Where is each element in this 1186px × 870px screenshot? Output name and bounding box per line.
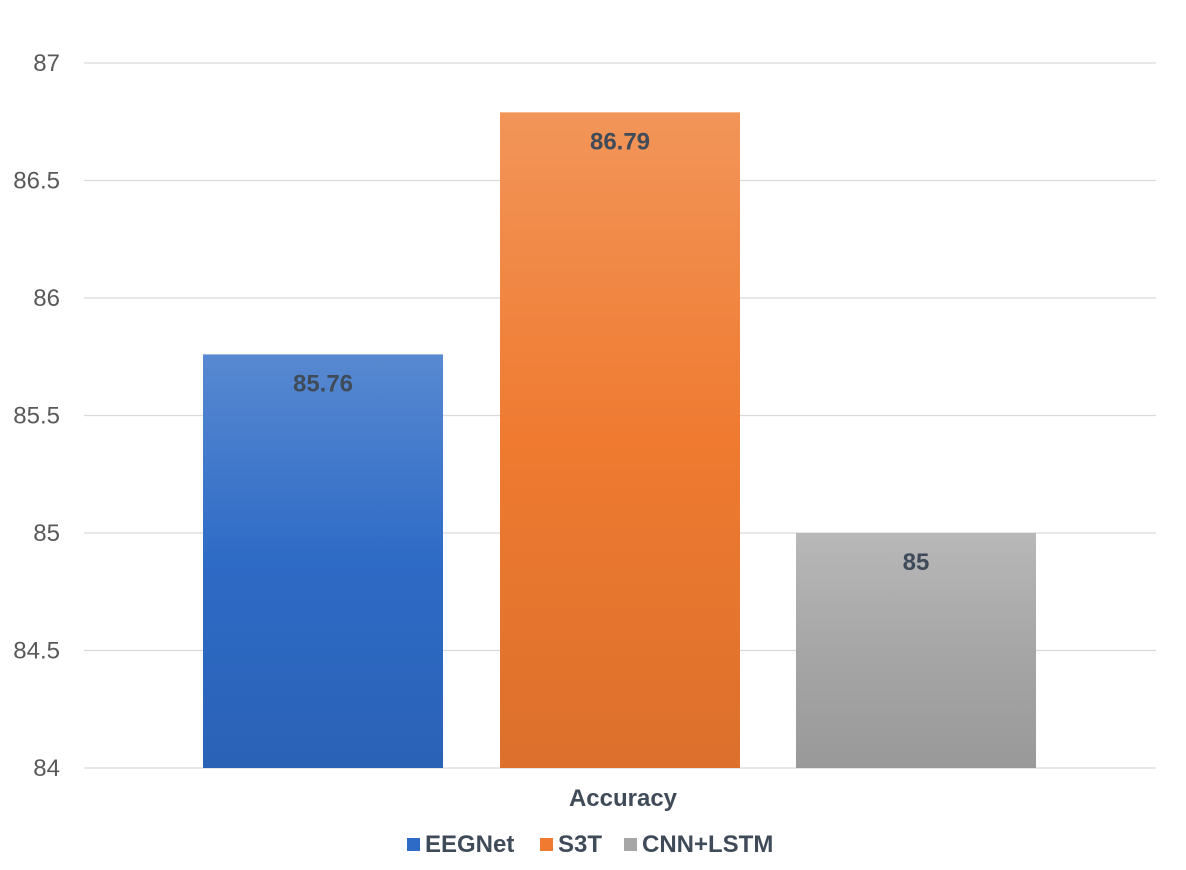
bars: [203, 112, 1036, 769]
y-tick-label: 86: [33, 285, 60, 312]
x-axis-categories: Accuracy: [569, 785, 678, 812]
legend: EEGNet S3T CNN+LSTM: [407, 831, 773, 858]
bar-eegnet: [203, 354, 443, 768]
x-category-label: Accuracy: [569, 785, 678, 812]
y-tick-label: 84: [33, 755, 60, 782]
y-tick-label: 85.5: [13, 403, 60, 430]
legend-swatch: [624, 838, 637, 851]
legend-label: S3T: [558, 831, 602, 858]
legend-swatch: [540, 838, 553, 851]
y-tick-label: 85: [33, 520, 60, 547]
bar-cnn-lstm: [796, 533, 1036, 768]
bar-s3t: [500, 112, 740, 769]
data-label: 86.79: [590, 128, 650, 155]
data-labels: 85.76 86.79 85: [293, 128, 929, 576]
data-label: 85: [903, 549, 930, 576]
y-axis-ticks: 84 84.5 85 85.5 86 86.5 87: [13, 50, 60, 782]
y-tick-label: 84.5: [13, 638, 60, 665]
legend-label: EEGNet: [425, 831, 514, 858]
y-tick-label: 86.5: [13, 168, 60, 195]
y-tick-label: 87: [33, 50, 60, 77]
data-label: 85.76: [293, 370, 353, 397]
legend-swatch: [407, 838, 420, 851]
legend-label: CNN+LSTM: [642, 831, 773, 858]
